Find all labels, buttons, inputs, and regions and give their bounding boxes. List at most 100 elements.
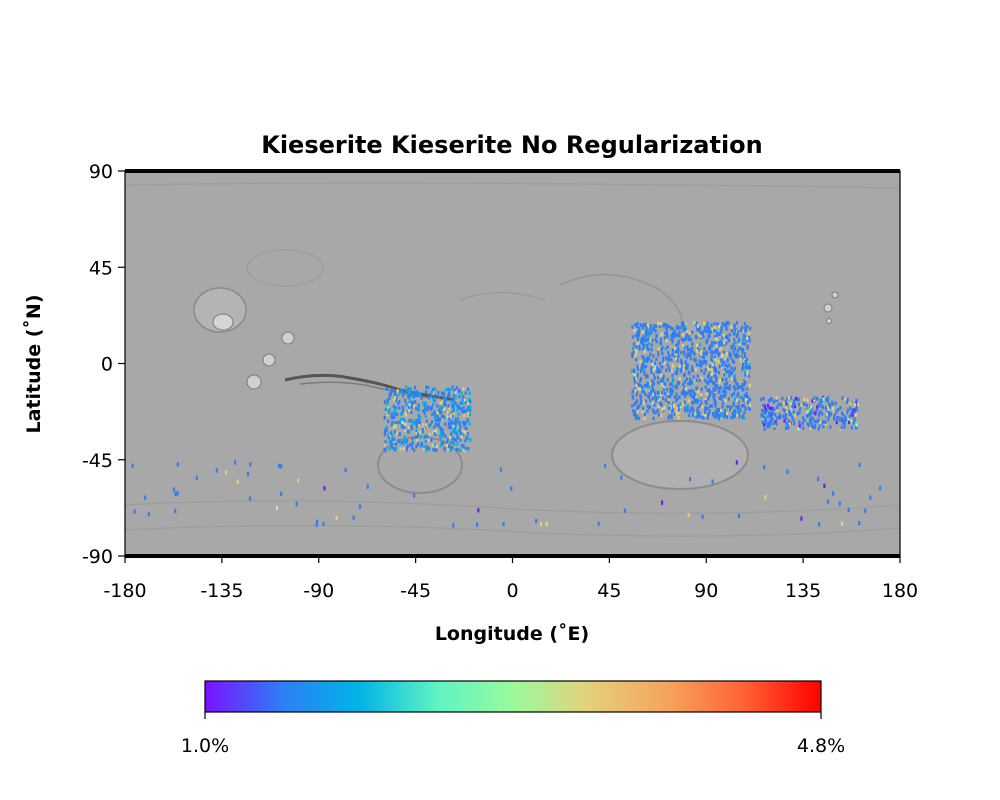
kieserite-pixel xyxy=(745,387,748,391)
map-plot-area xyxy=(124,169,901,558)
kieserite-pixel xyxy=(707,412,710,416)
kieserite-pixel xyxy=(410,393,413,398)
kieserite-pixel xyxy=(687,381,690,386)
kieserite-pixel xyxy=(403,428,407,432)
kieserite-pixel xyxy=(236,479,239,484)
kieserite-pixel xyxy=(673,412,676,416)
kieserite-pixel xyxy=(463,414,466,418)
kieserite-pixel xyxy=(453,399,456,403)
kieserite-pixel xyxy=(681,362,684,366)
kieserite-pixel xyxy=(457,405,461,410)
kieserite-pixel xyxy=(654,399,657,403)
kieserite-pixel xyxy=(634,354,637,358)
kieserite-pixel xyxy=(462,448,466,452)
kieserite-pixel xyxy=(744,360,747,364)
kieserite-pixel xyxy=(399,447,402,451)
kieserite-pixel xyxy=(769,416,773,420)
kieserite-pixel xyxy=(831,400,834,405)
kieserite-pixel xyxy=(794,397,798,401)
kieserite-pixel xyxy=(702,361,705,365)
kieserite-pixel xyxy=(646,409,649,414)
kieserite-pixel xyxy=(469,405,472,409)
kieserite-pixel xyxy=(717,359,720,364)
kieserite-pixel xyxy=(402,425,405,430)
kieserite-pixel xyxy=(748,335,751,339)
kieserite-pixel xyxy=(677,348,680,352)
kieserite-pixel xyxy=(417,403,420,407)
kieserite-pixel xyxy=(735,411,738,415)
kieserite-pixel xyxy=(469,408,472,413)
kieserite-pixel xyxy=(430,390,433,395)
kieserite-pixel xyxy=(409,398,412,402)
kieserite-pixel xyxy=(643,416,646,421)
kieserite-pixel xyxy=(420,444,423,448)
kieserite-pixel xyxy=(746,372,749,376)
kieserite-pixel xyxy=(394,398,397,402)
kieserite-pixel xyxy=(739,357,742,361)
kieserite-pixel xyxy=(407,430,410,435)
kieserite-pixel xyxy=(633,328,637,333)
kieserite-pixel xyxy=(818,425,821,429)
kieserite-pixel xyxy=(442,415,445,419)
kieserite-pixel xyxy=(734,340,737,345)
kieserite-pixel xyxy=(791,405,794,409)
kieserite-pixel xyxy=(662,358,665,363)
kieserite-pixel xyxy=(680,350,683,355)
kieserite-pixel xyxy=(730,325,733,329)
kieserite-pixel xyxy=(280,464,283,469)
kieserite-pixel xyxy=(801,421,804,426)
kieserite-pixel xyxy=(460,407,463,411)
kieserite-pixel xyxy=(657,376,660,380)
kieserite-pixel xyxy=(703,321,706,326)
kieserite-pixel xyxy=(459,401,462,405)
terrain-features xyxy=(125,182,900,537)
kieserite-pixel xyxy=(459,431,462,436)
kieserite-pixel xyxy=(722,350,726,355)
kieserite-pixel xyxy=(427,434,430,438)
kieserite-pixel xyxy=(730,416,733,420)
kieserite-pixel xyxy=(410,427,414,431)
kieserite-pixel xyxy=(403,436,406,440)
kieserite-pixel xyxy=(742,362,745,367)
kieserite-pixel xyxy=(728,384,731,388)
kieserite-pixel xyxy=(813,425,816,430)
kieserite-pixel xyxy=(715,376,718,381)
kieserite-pixel xyxy=(743,336,746,341)
kieserite-pixel xyxy=(456,417,459,421)
kieserite-pixel xyxy=(821,412,824,416)
kieserite-pixel xyxy=(704,399,707,404)
kieserite-pixel xyxy=(686,409,689,413)
kieserite-pixel xyxy=(638,404,641,408)
kieserite-pixel xyxy=(686,348,689,352)
kieserite-pixel xyxy=(441,428,444,432)
kieserite-pixel xyxy=(775,422,778,426)
kieserite-pixel xyxy=(660,322,663,326)
kieserite-pixel xyxy=(437,395,440,399)
kieserite-pixel xyxy=(710,340,714,345)
kieserite-pixel xyxy=(545,522,548,527)
kieserite-pixel xyxy=(700,360,703,364)
kieserite-pixel xyxy=(434,422,437,426)
kieserite-pixel xyxy=(736,348,739,353)
kieserite-pixel xyxy=(604,463,607,468)
kieserite-pixel xyxy=(447,422,451,426)
kieserite-pixel xyxy=(700,352,703,357)
kieserite-pixel xyxy=(423,411,426,415)
kieserite-pixel xyxy=(440,417,443,421)
kieserite-pixel xyxy=(684,366,687,371)
kieserite-pixel xyxy=(677,339,680,344)
kieserite-pixel xyxy=(677,408,680,412)
kieserite-pixel xyxy=(664,382,667,387)
kieserite-pixel xyxy=(786,469,789,474)
kieserite-pixel xyxy=(667,405,670,410)
kieserite-pixel xyxy=(639,377,642,381)
kieserite-pixel xyxy=(706,406,709,411)
kieserite-pixel xyxy=(691,342,694,346)
y-tick-label: 45 xyxy=(89,257,113,279)
kieserite-pixel xyxy=(436,411,439,416)
kieserite-pixel xyxy=(684,324,687,329)
kieserite-pixel xyxy=(713,355,717,360)
kieserite-pixel xyxy=(809,419,812,423)
kieserite-pixel xyxy=(715,344,718,349)
kieserite-pixel xyxy=(632,396,635,400)
